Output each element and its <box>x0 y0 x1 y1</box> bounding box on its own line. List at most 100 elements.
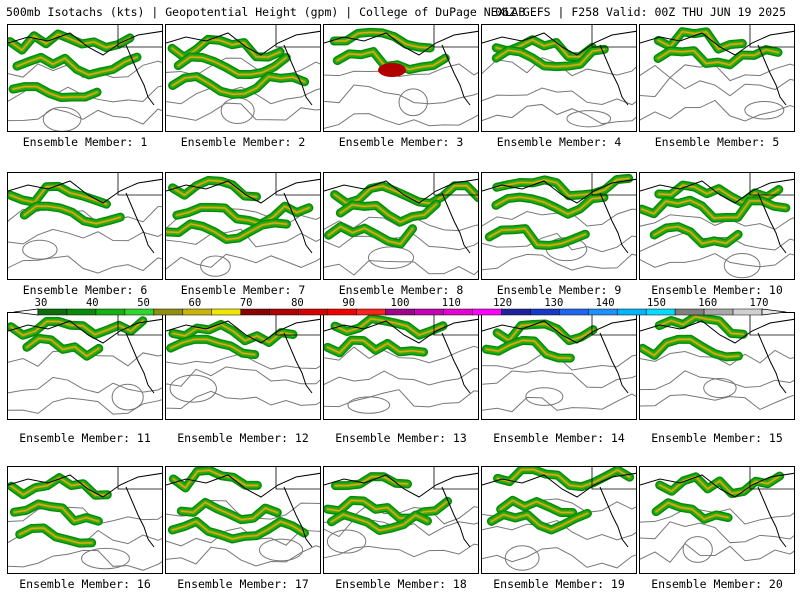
coastline <box>441 44 471 106</box>
ensemble-map-panel <box>481 466 637 574</box>
jet-stream-core <box>10 319 144 336</box>
height-contour <box>22 239 58 260</box>
colorbar-swatch <box>327 308 357 316</box>
coastline <box>757 332 787 394</box>
ensemble-map-panel <box>7 24 163 132</box>
jet-stream-core <box>12 85 98 99</box>
height-contour <box>81 547 130 570</box>
ensemble-map-panel <box>323 466 479 574</box>
height-contour <box>324 389 478 408</box>
isotach-map <box>640 173 794 279</box>
isotach-map <box>166 313 320 410</box>
height-contour <box>166 366 320 387</box>
colorbar-swatch <box>66 308 97 316</box>
political-border <box>433 313 478 336</box>
ensemble-member-label: Ensemble Member: 6 <box>22 283 148 297</box>
ensemble-member-label: Ensemble Member: 4 <box>496 135 622 149</box>
height-contour <box>482 393 636 413</box>
coastline <box>482 178 636 204</box>
height-contour <box>8 204 162 224</box>
ensemble-member-label: Ensemble Member: 14 <box>493 431 625 445</box>
height-contour <box>703 378 737 399</box>
political-border <box>275 313 320 336</box>
political-border <box>433 173 478 196</box>
height-contour <box>166 228 320 248</box>
height-contour <box>482 232 636 253</box>
coastline <box>8 318 162 344</box>
colorbar-swatch <box>182 308 213 316</box>
jet-stream-core <box>339 203 438 223</box>
title-text: 500mb Isotachs (kts) | Geopotential Heig… <box>6 5 526 19</box>
coastline <box>166 472 320 498</box>
political-border <box>117 467 162 490</box>
colorbar-tick-label: 170 <box>749 297 769 309</box>
height-contour <box>482 87 636 106</box>
height-contour <box>166 57 320 77</box>
jet-stream-core <box>641 338 740 358</box>
coastline <box>757 44 787 106</box>
political-border <box>749 173 794 196</box>
isotach-map <box>8 173 162 274</box>
colorbar-swatch <box>443 308 473 316</box>
height-contour <box>324 345 478 364</box>
colorbar-swatch <box>356 308 386 316</box>
coastline <box>283 332 313 394</box>
jet-stream-core <box>653 225 739 245</box>
jet-stream-core <box>23 205 122 225</box>
political-border <box>749 313 794 336</box>
height-contour <box>640 214 794 230</box>
height-contour <box>169 374 217 403</box>
coastline <box>441 486 471 548</box>
jet-stream-core <box>177 56 288 76</box>
jet-stream-core <box>171 75 306 95</box>
title-bar: 500mb Isotachs (kts) | Geopotential Heig… <box>0 0 800 22</box>
jet-stream-core <box>657 48 779 66</box>
ensemble-member-label: Ensemble Member: 8 <box>338 283 464 297</box>
jet-max-core <box>378 63 406 77</box>
height-contour <box>566 110 612 128</box>
political-border <box>275 25 320 48</box>
isotach-map <box>324 313 478 414</box>
political-border <box>117 173 162 196</box>
height-contour <box>482 253 636 271</box>
isotach-map <box>8 313 162 415</box>
colorbar-tick-label: 70 <box>239 297 253 309</box>
ensemble-member-label: Ensemble Member: 2 <box>180 135 306 149</box>
height-contour <box>8 506 162 525</box>
height-contour <box>42 106 82 131</box>
political-border <box>591 25 636 48</box>
jet-stream-core <box>496 323 594 342</box>
coastline <box>125 486 155 548</box>
height-contour <box>324 84 478 105</box>
height-contour <box>324 543 478 559</box>
height-contour <box>8 255 162 274</box>
colorbar-swatch <box>37 308 68 316</box>
coastline <box>324 318 478 344</box>
coastline <box>482 30 636 56</box>
coastline <box>441 332 471 394</box>
jet-stream-core <box>327 225 414 245</box>
coastline <box>599 332 629 394</box>
colorbar-swatch <box>211 308 241 316</box>
jet-stream-core <box>170 519 306 541</box>
jet-stream-core <box>10 476 109 497</box>
colorbar-swatch <box>703 308 734 316</box>
height-contour <box>166 390 320 410</box>
jet-stream-core <box>488 227 587 247</box>
jet-stream-core <box>326 499 449 519</box>
colorbar-min-arrow <box>13 308 39 316</box>
colorbar-tick-label: 60 <box>188 297 202 309</box>
ensemble-member-label: Ensemble Member: 12 <box>177 431 309 445</box>
colorbar-max-arrow <box>761 308 787 316</box>
ensemble-map-panel <box>323 172 479 280</box>
jet-stream-core <box>13 503 100 522</box>
ensemble-member-label: Ensemble Member: 16 <box>19 577 151 591</box>
isotach-map <box>640 313 794 411</box>
coastline <box>125 332 155 394</box>
colorbar-tick-label: 100 <box>390 297 410 309</box>
height-contour <box>640 542 794 563</box>
political-border <box>275 467 320 490</box>
colorbar-swatch <box>501 308 531 316</box>
height-contour <box>504 545 540 571</box>
jet-stream-core <box>495 196 605 215</box>
